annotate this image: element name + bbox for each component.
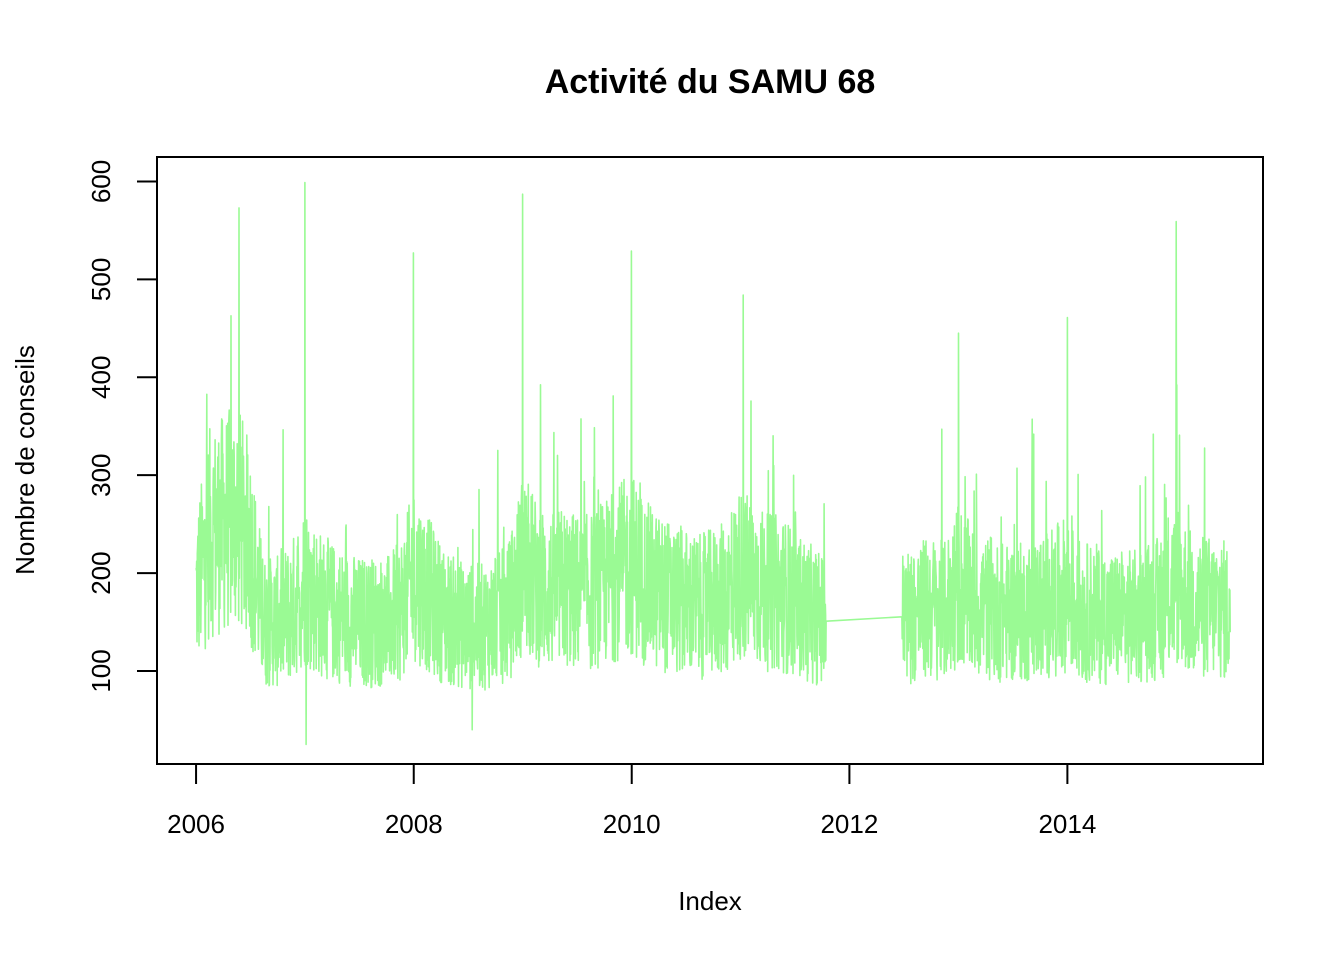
series-line (195, 181, 1231, 746)
y-tick-label: 200 (86, 551, 116, 594)
x-axis: 2006 2008 2010 2012 2014 (167, 763, 1096, 839)
x-tick-label: 2014 (1038, 809, 1096, 839)
y-axis-label: Nombre de conseils (10, 345, 40, 575)
plot-frame (156, 156, 1264, 765)
y-tick-label: 500 (86, 258, 116, 301)
x-tick-label: 2006 (167, 809, 225, 839)
chart-title: Activité du SAMU 68 (545, 63, 876, 101)
y-tick-label: 300 (86, 453, 116, 496)
x-tick-label: 2010 (603, 809, 661, 839)
series-layer (195, 181, 1231, 746)
y-tick-label: 100 (86, 649, 116, 692)
x-tick-label: 2012 (820, 809, 878, 839)
y-tick-label: 400 (86, 356, 116, 399)
y-tick-label: 600 (86, 160, 116, 203)
y-axis: 100 200 300 400 500 600 (86, 160, 158, 693)
x-axis-label: Index (678, 886, 742, 916)
x-tick-label: 2008 (385, 809, 443, 839)
